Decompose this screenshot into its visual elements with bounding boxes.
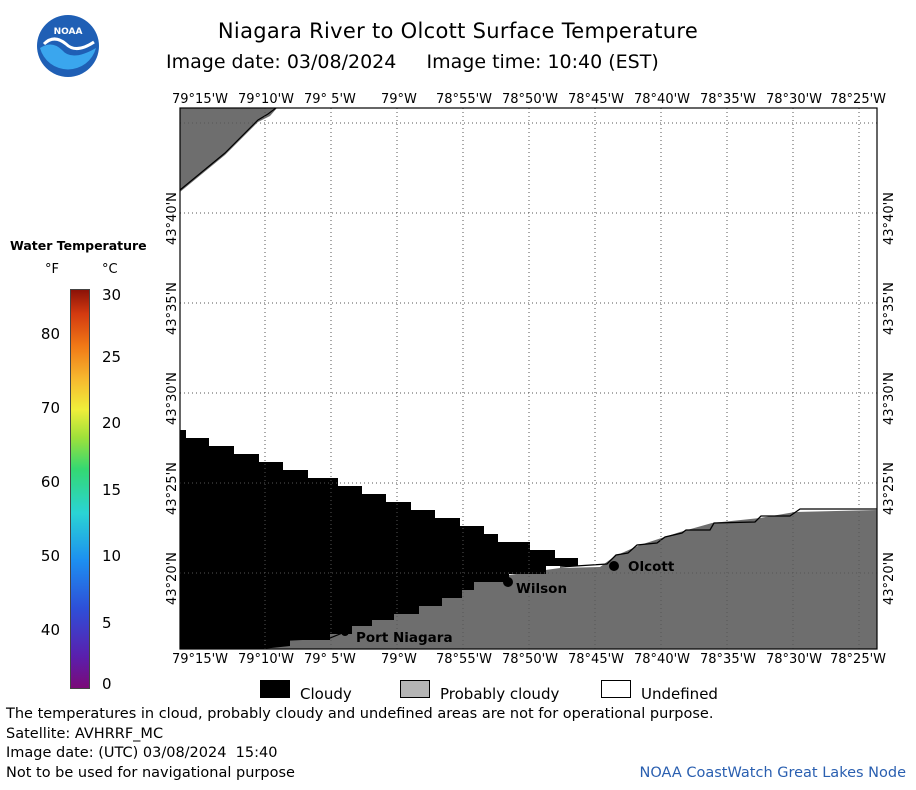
lon-label-bottom: 78°30'W <box>766 652 823 667</box>
lon-label-top: 78°50'W <box>502 92 559 107</box>
lon-label-bottom: 79°10'W <box>238 652 295 667</box>
lat-label-left: 43°40'N <box>165 192 180 245</box>
lon-label-bottom: 78°45'W <box>568 652 625 667</box>
navigation-warning-text: Not to be used for navigational purpose <box>6 765 295 781</box>
lat-label-right: 43°30'N <box>882 372 897 425</box>
cloudy-swatch <box>260 680 290 698</box>
tick-f-70: 70 <box>40 399 60 417</box>
lon-label-bottom: 78°40'W <box>634 652 691 667</box>
lon-label-bottom: 78°55'W <box>436 652 493 667</box>
lat-label-left: 43°20'N <box>165 552 180 605</box>
cloud-mass <box>180 430 578 649</box>
tick-f-40: 40 <box>40 621 60 639</box>
tick-f-60: 60 <box>40 473 60 491</box>
lon-label-bottom: 78°50'W <box>502 652 559 667</box>
lon-label-top: 78°55'W <box>436 92 493 107</box>
tick-c-15: 15 <box>102 481 122 499</box>
lon-label-bottom: 79° 5'W <box>304 652 356 667</box>
tick-c-5: 5 <box>102 614 112 632</box>
undefined-label: Undefined <box>641 685 718 703</box>
lat-label-right: 43°20'N <box>882 552 897 605</box>
lon-label-top: 79° 5'W <box>304 92 356 107</box>
lat-label-left: 43°25'N <box>165 462 180 515</box>
utc-date-text: Image date: (UTC) 03/08/2024 15:40 <box>6 745 278 761</box>
lon-label-top: 79°15'W <box>172 92 229 107</box>
lon-label-top: 78°30'W <box>766 92 823 107</box>
lon-label-bottom: 78°35'W <box>700 652 757 667</box>
credit-text: NOAA CoastWatch Great Lakes Node <box>639 765 906 781</box>
lon-label-bottom: 79°W <box>381 652 417 667</box>
lon-label-top: 79°W <box>381 92 417 107</box>
olcott-marker <box>609 561 619 571</box>
lon-label-top: 78°45'W <box>568 92 625 107</box>
disclaimer-text: The temperatures in cloud, probably clou… <box>6 706 714 722</box>
lon-label-top: 79°10'W <box>238 92 295 107</box>
noaa-logo: NOAA <box>37 15 99 77</box>
unit-fahrenheit: °F <box>45 262 59 277</box>
tick-f-50: 50 <box>40 547 60 565</box>
city-label-wilson: Wilson <box>516 581 568 597</box>
noaa-logo-text: NOAA <box>54 27 83 37</box>
tick-c-10: 10 <box>102 547 122 565</box>
lon-label-bottom: 78°25'W <box>830 652 887 667</box>
lon-label-top: 78°40'W <box>634 92 691 107</box>
map-title: Niagara River to Olcott Surface Temperat… <box>217 19 699 43</box>
lat-label-right: 43°25'N <box>882 462 897 515</box>
probably-cloudy-label: Probably cloudy <box>440 685 560 703</box>
tick-c-30: 30 <box>102 286 122 304</box>
tick-c-25: 25 <box>102 348 122 366</box>
graticule <box>180 108 877 649</box>
city-label-olcott: Olcott <box>628 559 675 575</box>
image-date-time: Image date: 03/08/2024 Image time: 10:40… <box>166 51 659 73</box>
tick-c-20: 20 <box>102 414 122 432</box>
tick-c-0: 0 <box>102 675 112 693</box>
lat-label-left: 43°35'N <box>165 282 180 335</box>
temperature-colorbar <box>70 289 90 689</box>
lat-label-left: 43°30'N <box>165 372 180 425</box>
city-label-port-niagara: Port Niagara <box>356 630 453 646</box>
undefined-swatch <box>601 680 631 698</box>
lon-label-top: 78°25'W <box>830 92 887 107</box>
map-frame <box>179 107 878 650</box>
port-niagara-marker <box>341 628 349 636</box>
tick-f-80: 80 <box>40 325 60 343</box>
satellite-text: Satellite: AVHRRF_MC <box>6 726 164 742</box>
probably-cloudy-swatch <box>400 680 430 698</box>
legend-title: Water Temperature <box>10 238 147 253</box>
unit-celsius: °C <box>102 262 118 277</box>
lon-label-bottom: 79°15'W <box>172 652 229 667</box>
lat-label-right: 43°40'N <box>882 192 897 245</box>
lat-label-right: 43°35'N <box>882 282 897 335</box>
lon-label-top: 78°35'W <box>700 92 757 107</box>
wilson-marker <box>503 577 513 587</box>
cloudy-label: Cloudy <box>300 685 352 703</box>
